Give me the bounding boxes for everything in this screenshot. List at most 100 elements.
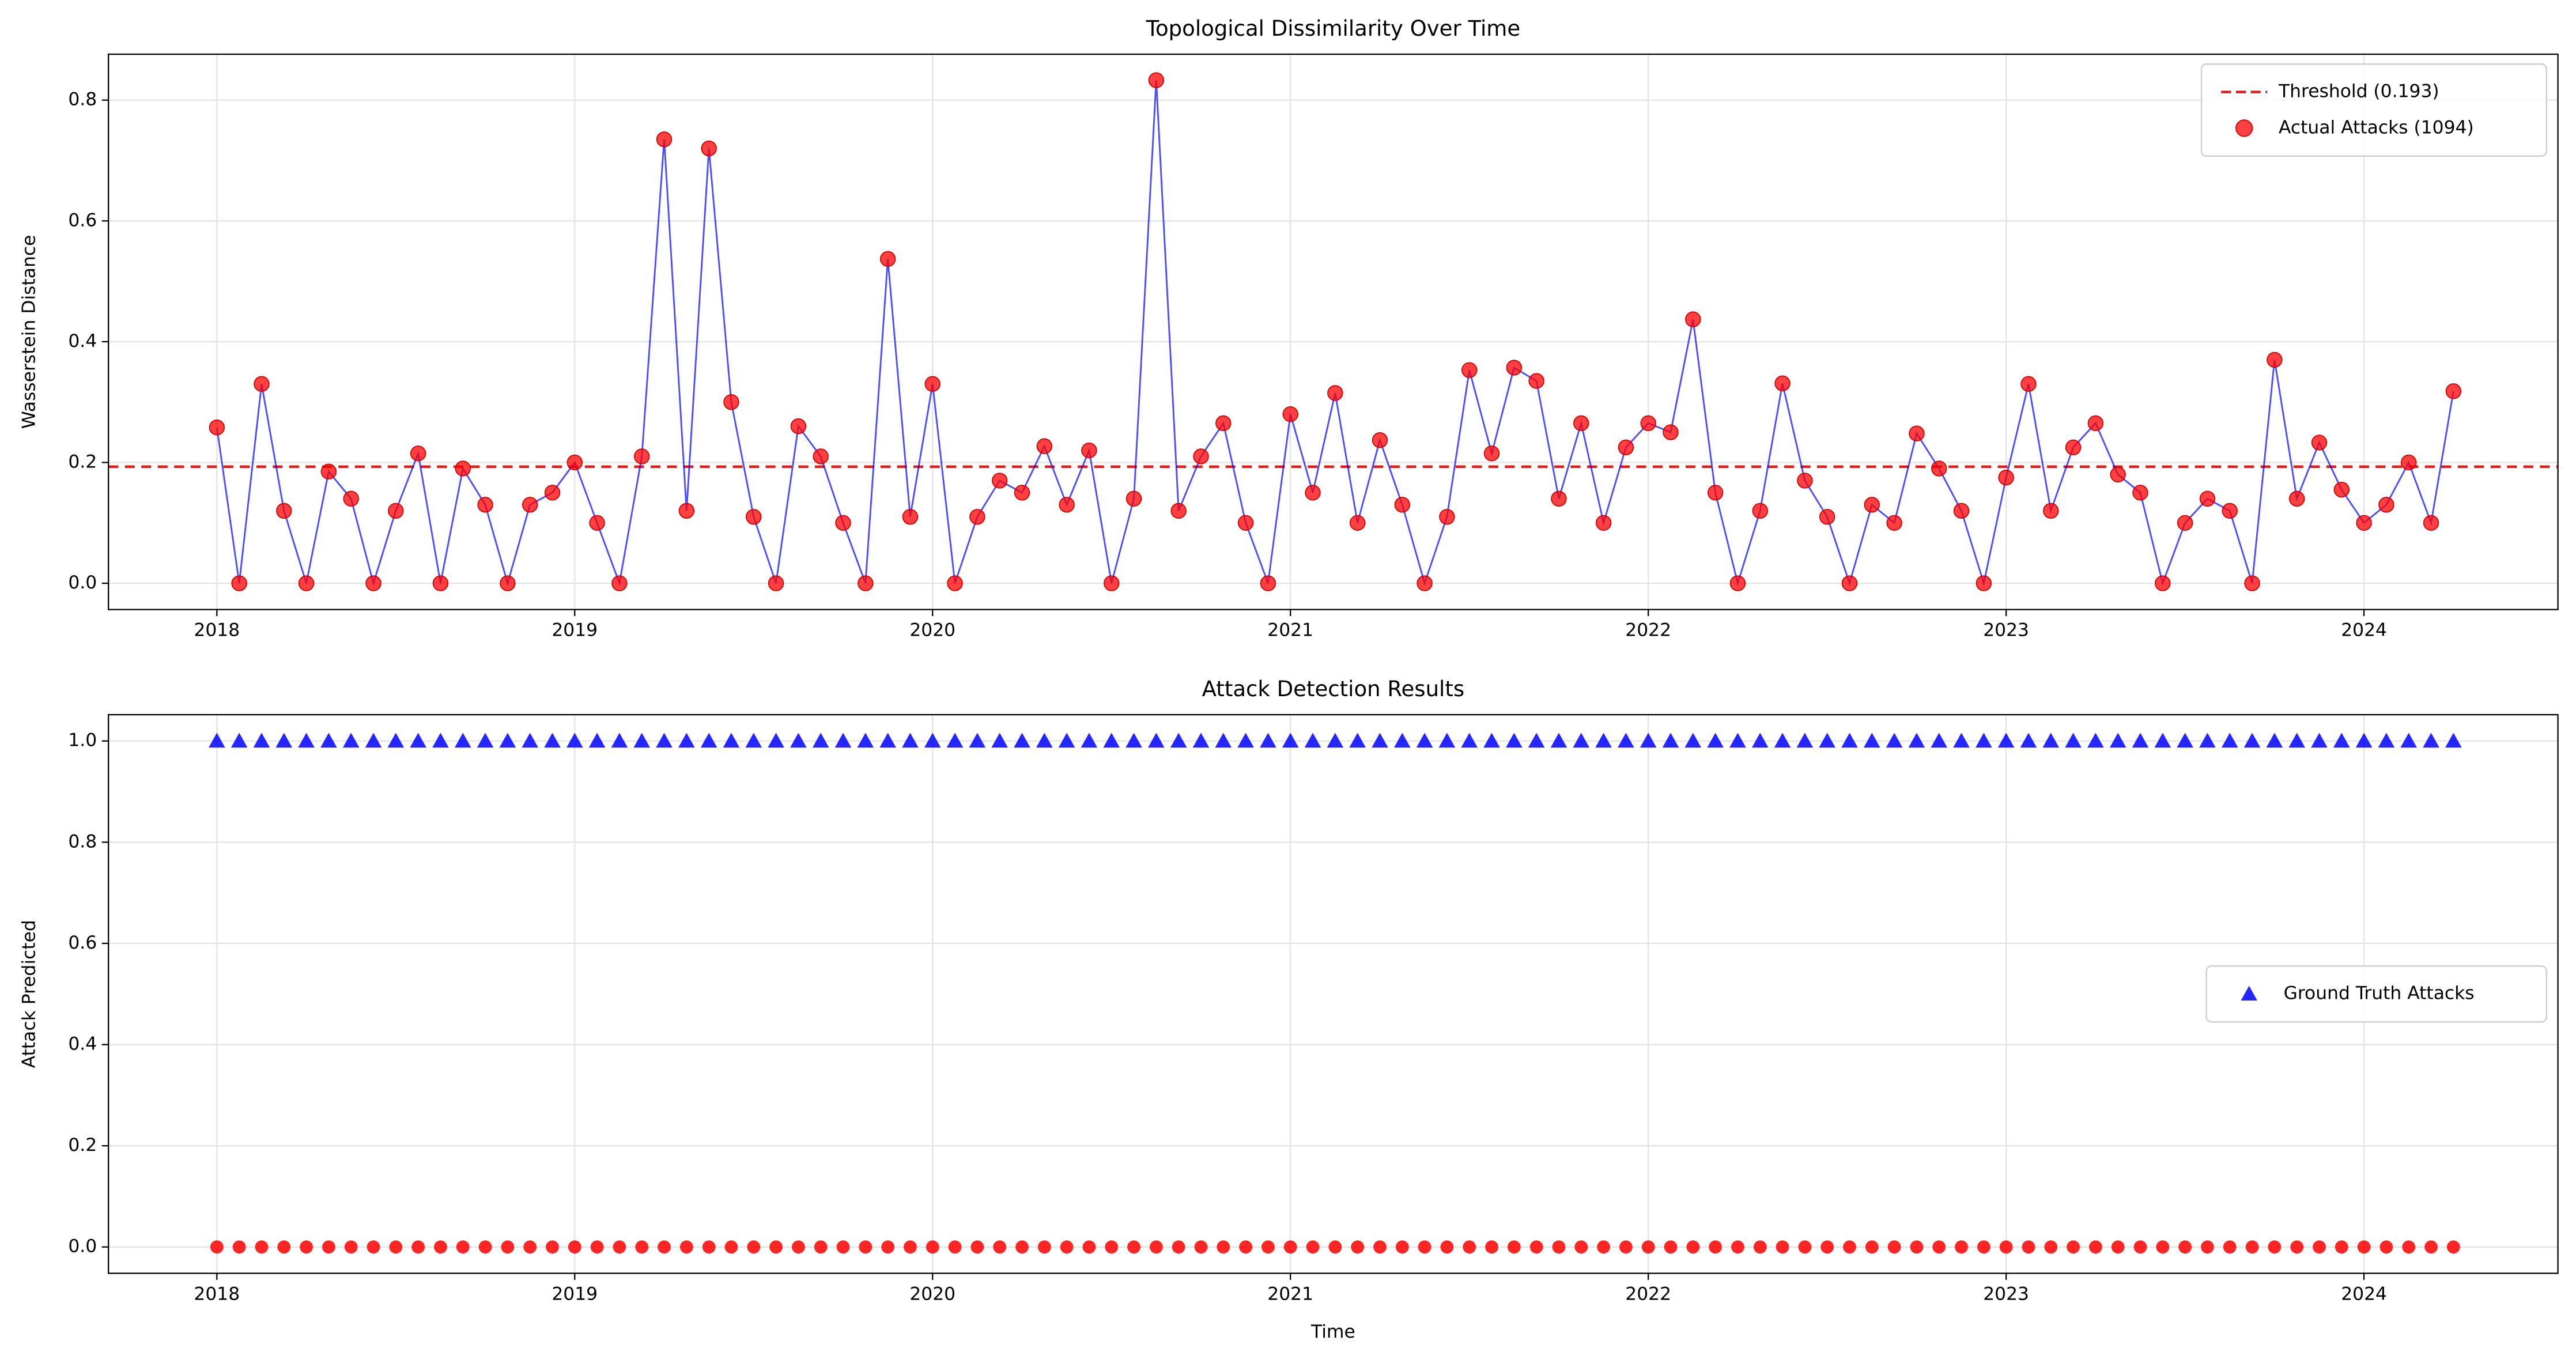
data-point: [1597, 1240, 1610, 1254]
data-point: [768, 575, 784, 591]
data-point: [522, 733, 538, 748]
data-point: [969, 733, 986, 748]
data-point: [834, 733, 852, 748]
data-point: [566, 733, 583, 748]
data-point: [1640, 733, 1657, 748]
data-point: [814, 1240, 828, 1254]
data-point: [1461, 733, 1478, 748]
data-point: [1283, 1240, 1297, 1254]
data-point: [1015, 1240, 1029, 1254]
data-point: [2355, 733, 2373, 748]
legend-label: Threshold (0.193): [2278, 81, 2439, 102]
data-point: [1260, 575, 1276, 591]
data-point: [1865, 1240, 1879, 1254]
y-tick-label: 0.8: [68, 831, 97, 852]
x-tick-label: 2021: [1267, 620, 1313, 641]
data-point: [902, 733, 919, 748]
data-point: [1217, 1240, 1230, 1254]
data-point: [1014, 733, 1030, 748]
y-tick-label: 1.0: [68, 730, 97, 751]
data-point: [2445, 733, 2462, 748]
data-point: [1081, 442, 1097, 459]
x-tick-label: 2021: [1267, 1283, 1313, 1304]
data-point: [544, 733, 561, 748]
data-point: [1014, 485, 1030, 501]
data-point: [1707, 485, 1724, 501]
data-point: [1260, 733, 1276, 748]
data-point: [1372, 733, 1388, 748]
data-point: [633, 733, 650, 748]
legend-box: [2205, 965, 2547, 1023]
data-point: [2335, 1240, 2348, 1254]
data-point: [1997, 733, 2015, 748]
data-point: [2290, 1240, 2304, 1254]
data-point: [1082, 1240, 1096, 1254]
x-tick-label: 2019: [552, 620, 598, 641]
x-tick-label: 2023: [1983, 1283, 2029, 1304]
data-point: [1955, 1240, 1968, 1254]
data-point: [277, 1240, 291, 1254]
data-point: [2311, 733, 2328, 748]
data-point: [635, 1240, 649, 1254]
data-point: [1752, 503, 1768, 519]
data-point: [1707, 733, 1724, 748]
data-point: [1998, 469, 2014, 486]
data-point: [566, 454, 583, 471]
data-point: [1439, 509, 1455, 525]
data-point: [1418, 1240, 1431, 1254]
data-point: [858, 575, 874, 591]
chart-title: Attack Detection Results: [1202, 677, 1465, 701]
data-point: [2022, 1240, 2035, 1254]
data-point: [1753, 1240, 1767, 1254]
data-point: [2378, 733, 2395, 748]
data-point: [2378, 497, 2394, 513]
data-point: [2222, 503, 2238, 519]
data-point: [1305, 485, 1321, 501]
data-point: [2223, 1240, 2237, 1254]
legend-label: Actual Attacks (1094): [2279, 117, 2474, 138]
data-point: [231, 575, 247, 591]
data-point: [656, 131, 673, 148]
x-tick-label: 2019: [552, 1283, 598, 1304]
data-point: [588, 733, 606, 748]
data-point: [1507, 1240, 1521, 1254]
data-point: [678, 503, 694, 519]
data-point: [2087, 733, 2104, 748]
data-point: [1125, 490, 1142, 507]
data-point: [1193, 448, 1209, 465]
data-point: [1172, 1240, 1185, 1254]
data-point: [2065, 733, 2082, 748]
data-point: [1349, 515, 1366, 531]
data-point: [254, 376, 270, 392]
data-point: [1953, 503, 1970, 519]
data-point: [455, 460, 471, 477]
data-point: [477, 733, 494, 748]
data-point: [1059, 497, 1075, 513]
data-point: [367, 1240, 380, 1254]
data-point: [2402, 1240, 2416, 1254]
data-point: [1127, 1240, 1140, 1254]
data-point: [255, 1240, 269, 1254]
data-point: [1081, 733, 1098, 748]
data-point: [2067, 1240, 2080, 1254]
data-point: [1550, 733, 1567, 748]
data-point: [1797, 473, 1813, 489]
data-point: [320, 463, 337, 479]
data-point: [1774, 733, 1791, 748]
data-point: [1506, 360, 1522, 376]
data-point: [1394, 497, 1410, 513]
data-point: [209, 733, 225, 748]
data-point: [724, 1240, 738, 1254]
data-point: [2020, 376, 2037, 392]
data-point: [590, 1240, 604, 1254]
data-point: [1485, 1240, 1498, 1254]
data-point: [1438, 733, 1456, 748]
data-point: [812, 733, 829, 748]
x-axis-label: Time: [1310, 1322, 1355, 1342]
data-point: [1036, 438, 1052, 454]
data-point: [1237, 515, 1254, 531]
data-point: [2400, 733, 2417, 748]
data-point: [1910, 1240, 1924, 1254]
data-point: [1261, 1240, 1275, 1254]
data-point: [1440, 1240, 1454, 1254]
